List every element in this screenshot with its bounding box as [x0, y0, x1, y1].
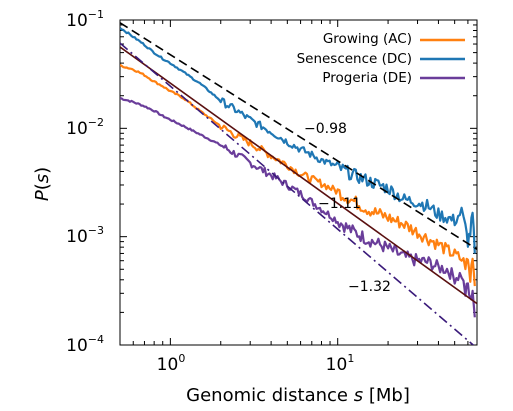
axis-ticks [119, 19, 477, 346]
series-senescence [120, 27, 476, 254]
slope-label-ac: −1.11 [318, 196, 361, 212]
y-tick-labels: 10−1 10−2 10−3 10−4 [66, 8, 104, 356]
legend: Growing (AC) Senescence (DC) Progeria (D… [297, 31, 465, 86]
x-tick-label: 101 [326, 352, 355, 375]
x-axis-label: Genomic distance s [Mb] [186, 385, 410, 406]
series-layer [120, 27, 476, 318]
y-axis-label: P(s) [32, 167, 53, 201]
slope-label-dc: −0.98 [304, 121, 347, 137]
x-tick-label: 100 [157, 352, 186, 375]
fit-line-de [120, 42, 475, 345]
x-tick-labels: 100 101 [157, 352, 355, 375]
fit-layer [120, 22, 477, 345]
plot-frame [119, 19, 478, 346]
plot-area [120, 22, 477, 345]
fit-line-dc [120, 22, 477, 250]
y-tick-label: 10−3 [66, 224, 104, 247]
legend-label-senescence: Senescence (DC) [297, 51, 412, 67]
fit-line-ac [120, 46, 477, 305]
y-tick-label: 10−1 [66, 8, 104, 31]
legend-label-progeria: Progeria (DE) [322, 70, 412, 86]
y-tick-label: 10−2 [66, 116, 104, 139]
series-progeria [120, 97, 476, 318]
slope-label-de: −1.32 [348, 279, 391, 295]
legend-label-growing: Growing (AC) [323, 31, 412, 47]
y-tick-label: 10−4 [66, 333, 104, 356]
